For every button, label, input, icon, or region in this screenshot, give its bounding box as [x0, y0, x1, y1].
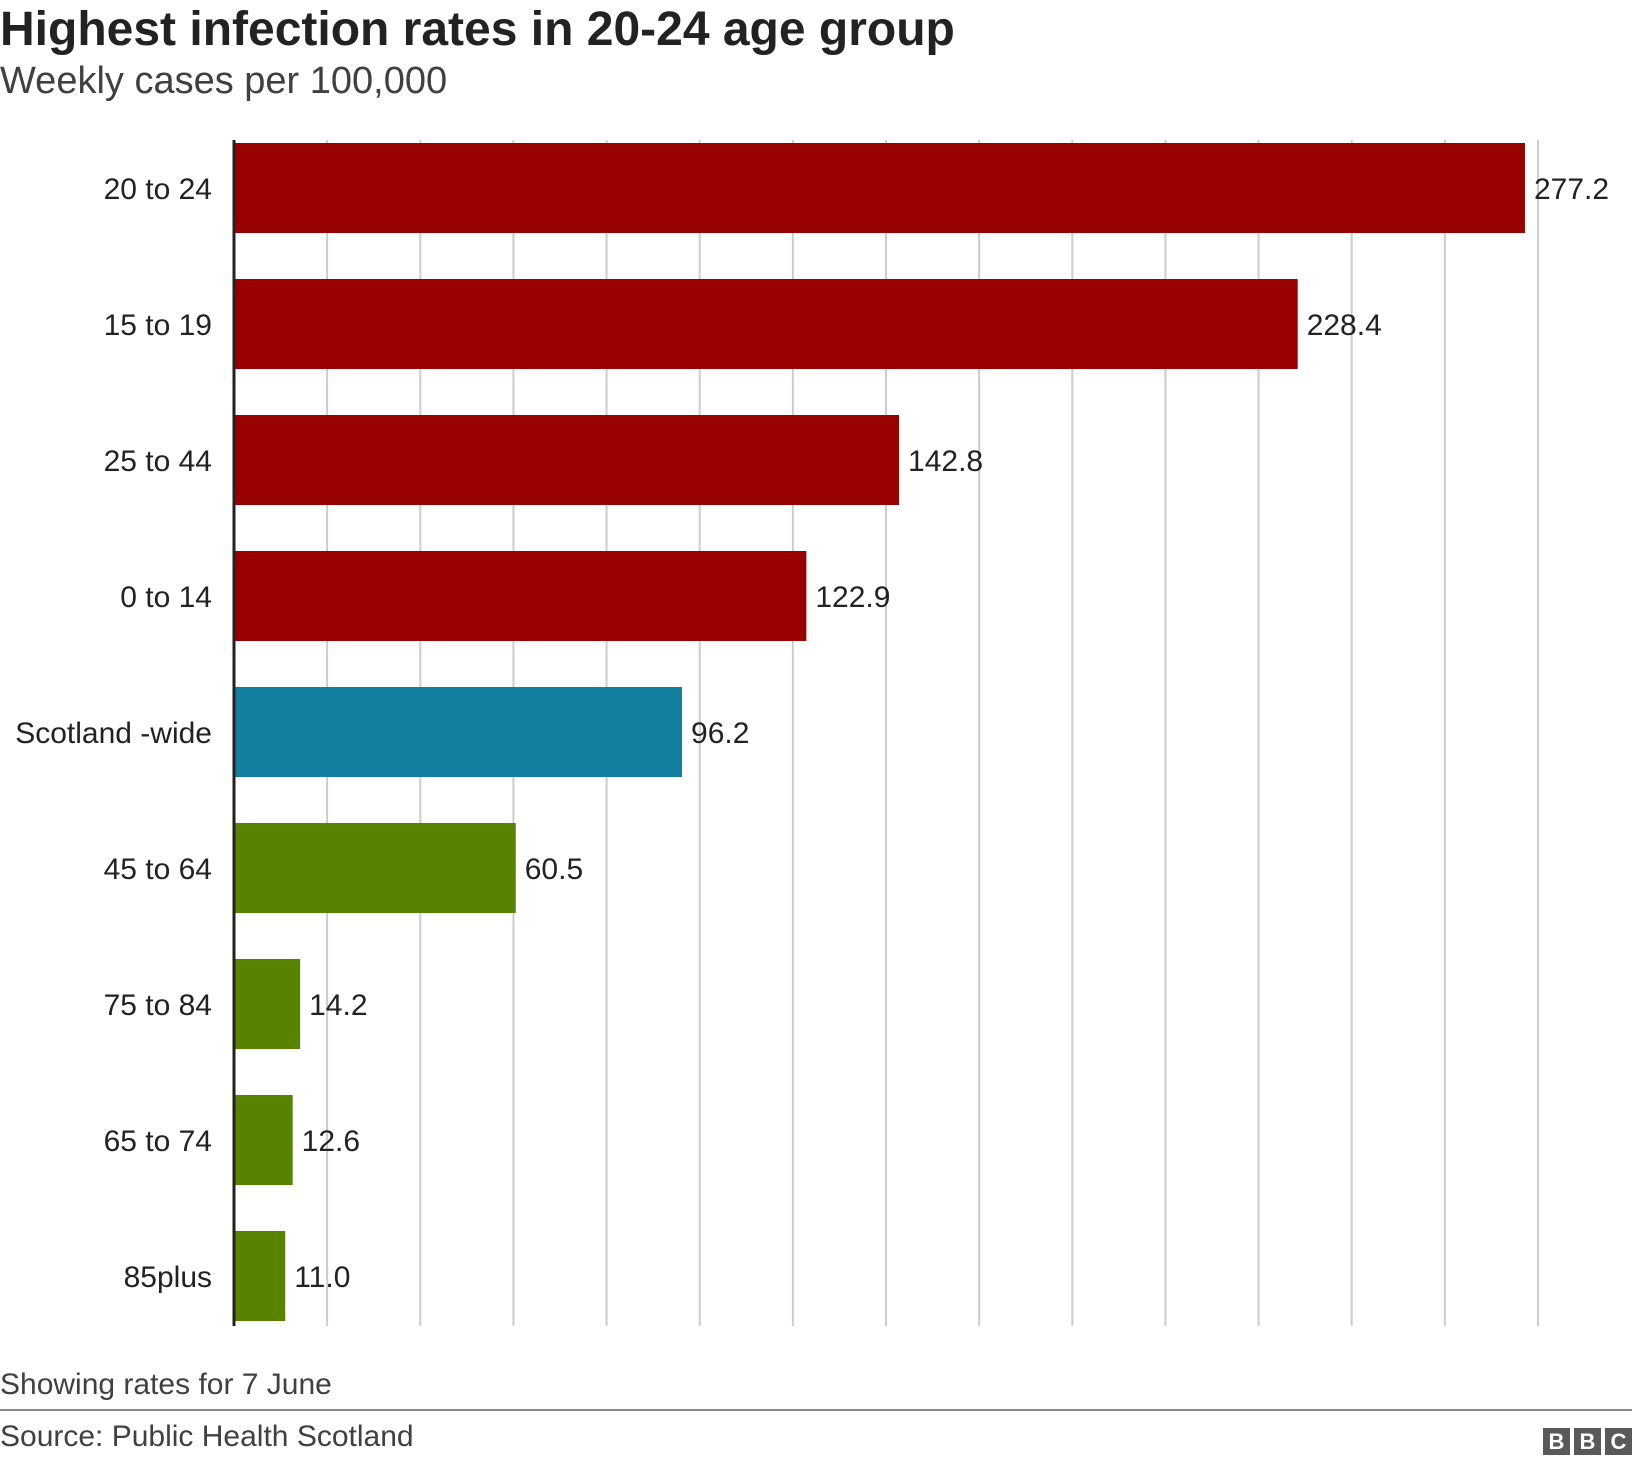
bar-chart: 20 to 24 277.2 15 to 19 228.4 25 to 44 142.8 0… — [15, 140, 1609, 1326]
bar — [234, 959, 301, 1049]
logo-letter: B — [1543, 1428, 1570, 1455]
category-label: 0 to 14 — [120, 581, 212, 614]
bar — [234, 551, 807, 641]
value-label: 122.9 — [815, 581, 890, 614]
bar — [234, 823, 516, 913]
source-text: Source: Public Health Scotland — [0, 1420, 414, 1453]
value-label: 277.2 — [1534, 173, 1609, 206]
value-label: 11.0 — [294, 1261, 350, 1294]
category-label: 20 to 24 — [104, 173, 212, 206]
value-label: 60.5 — [525, 853, 583, 886]
bar — [234, 1095, 293, 1185]
chart-note: Showing rates for 7 June — [0, 1368, 332, 1401]
category-label: 15 to 19 — [104, 309, 212, 342]
category-label: 85plus — [124, 1261, 212, 1294]
chart-title: Highest infection rates in 20-24 age gro… — [0, 3, 955, 56]
value-label: 142.8 — [908, 445, 983, 478]
chart-subtitle: Weekly cases per 100,000 — [0, 60, 448, 102]
bbc-logo: B B C — [1543, 1428, 1632, 1455]
bar — [234, 279, 1298, 369]
category-label: Scotland -wide — [15, 717, 212, 750]
bar — [234, 1231, 286, 1321]
category-label: 25 to 44 — [104, 445, 212, 478]
value-label: 12.6 — [302, 1125, 360, 1158]
category-label: 65 to 74 — [104, 1125, 212, 1158]
logo-letter: B — [1574, 1428, 1601, 1455]
category-label: 45 to 64 — [104, 853, 212, 886]
labels: 20 to 24 277.2 15 to 19 228.4 25 to 44 142.8 0… — [15, 173, 1609, 1294]
value-label: 228.4 — [1307, 309, 1382, 342]
footer-divider — [0, 1409, 1632, 1411]
category-label: 75 to 84 — [104, 989, 212, 1022]
bar — [234, 415, 900, 505]
value-label: 14.2 — [309, 989, 367, 1022]
bar — [234, 687, 683, 777]
bar — [234, 143, 1525, 233]
value-label: 96.2 — [691, 717, 749, 750]
bars — [234, 143, 1525, 1321]
logo-letter: C — [1605, 1428, 1632, 1455]
